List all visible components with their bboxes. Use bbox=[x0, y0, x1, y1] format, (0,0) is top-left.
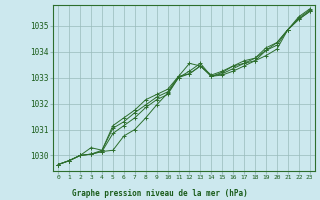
Text: Graphe pression niveau de la mer (hPa): Graphe pression niveau de la mer (hPa) bbox=[72, 189, 248, 198]
